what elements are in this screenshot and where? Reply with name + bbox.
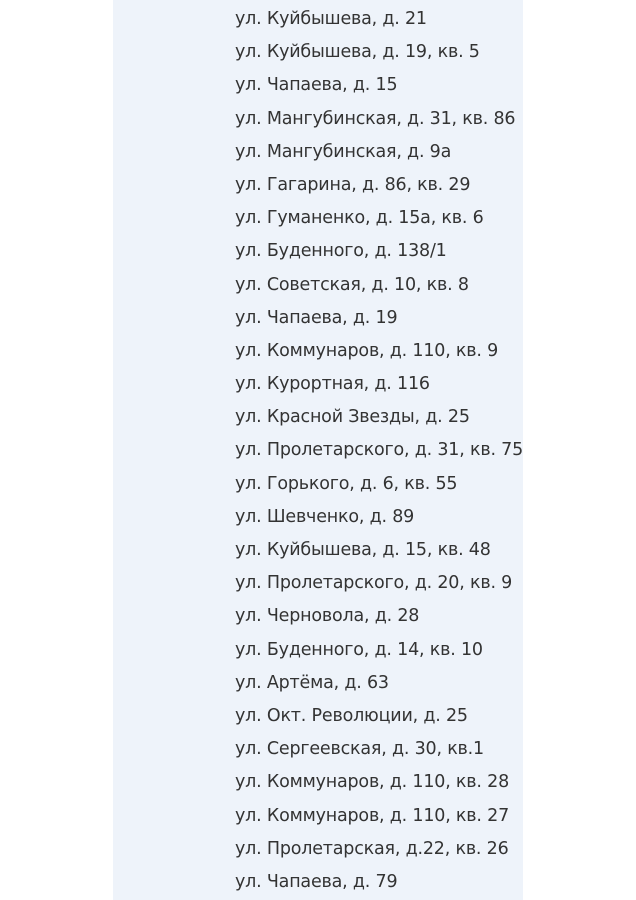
address-item: ул. Сергеевская, д. 30, кв.1	[235, 739, 484, 760]
address-item: ул. Пролетарского, д. 20, кв. 9	[235, 573, 513, 594]
address-item: ул. Окт. Революции, д. 25	[235, 705, 468, 726]
address-item: ул. Советская, д. 10, кв. 8	[235, 274, 469, 295]
address-item: ул. Шевченко, д. 89	[235, 506, 415, 527]
address-item: ул. Буденного, д. 138/1	[235, 241, 447, 262]
address-item: ул. Горького, д. 6, кв. 55	[235, 473, 458, 494]
address-item: ул. Пролетарского, д. 31, кв. 75	[235, 440, 524, 461]
address-item: ул. Артёма, д. 63	[235, 672, 389, 693]
address-item: ул. Мангубинская, д. 31, кв. 86	[235, 108, 516, 129]
address-item: ул. Буденного, д. 14, кв. 10	[235, 639, 483, 660]
address-item: ул. Коммунаров, д. 110, кв. 28	[235, 772, 510, 793]
address-list-panel: ул. Куйбышева, д. 21 ул. Куйбышева, д. 19…	[113, 0, 523, 900]
address-item: ул. Куйбышева, д. 19, кв. 5	[235, 42, 480, 63]
address-item: ул. Коммунаров, д. 110, кв. 9	[235, 340, 499, 361]
address-item: ул. Гагарина, д. 86, кв. 29	[235, 174, 471, 195]
address-item: ул. Черновола, д. 28	[235, 606, 420, 627]
address-item: ул. Коммунаров, д. 110, кв. 27	[235, 805, 510, 826]
address-item: ул. Гуманенко, д. 15а, кв. 6	[235, 208, 484, 229]
address-item: ул. Красной Звезды, д. 25	[235, 407, 470, 428]
address-item: ул. Мангубинская, д. 9а	[235, 141, 452, 162]
address-item: ул. Куйбышева, д. 15, кв. 48	[235, 540, 491, 560]
address-item: ул. Чапаева, д. 15	[235, 75, 398, 96]
address-item: ул. Куйбышева, д. 21	[235, 9, 427, 29]
address-item: ул. Чапаева, д. 19	[235, 307, 398, 328]
address-list: ул. Куйбышева, д. 21 ул. Куйбышева, д. 19…	[235, 3, 523, 899]
address-item: ул. Курортная, д. 116	[235, 374, 430, 395]
address-item: ул. Пролетарская, д.22, кв. 26	[235, 838, 509, 859]
address-item: ул. Чапаева, д. 79	[235, 871, 398, 892]
